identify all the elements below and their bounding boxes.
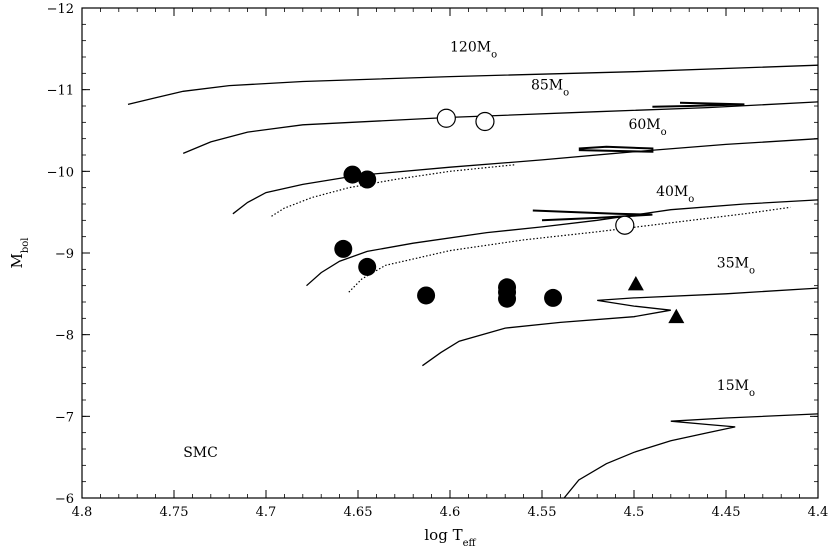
filled-circle-point [358, 257, 377, 276]
track-mass-label: 40Mo [656, 184, 694, 205]
y-tick-label: −11 [47, 84, 74, 99]
track-mass-label: 60Mo [628, 117, 666, 138]
track-mass-value: 60M [628, 117, 660, 133]
track-mass-subscript: o [688, 193, 694, 204]
track-mass-subscript: o [563, 87, 569, 98]
evolutionary-track-line [232, 138, 819, 215]
track-mass-subscript: o [749, 265, 755, 276]
evolutionary-track-line [127, 64, 819, 106]
track-mass-subscript: o [661, 126, 667, 137]
track-mass-subscript: o [749, 388, 755, 399]
track-mass-value: 35M [717, 256, 749, 272]
evolutionary-track-line [306, 199, 819, 287]
evolutionary-track-line [182, 101, 819, 154]
x-tick-label: 4.45 [712, 505, 741, 520]
filled-circle-point [544, 288, 563, 307]
filled-circle-point [417, 286, 436, 305]
x-tick-label: 4.55 [528, 505, 557, 520]
y-axis-ticks: −12 −11 −10 −9 −8 −7 −6 [47, 2, 818, 507]
evolutionary-track-line [563, 413, 819, 499]
track-mass-value: 85M [531, 78, 563, 94]
evolutionary-track-line [422, 287, 819, 367]
x-axis-ticks: 4.8 4.75 4.7 4.65 4.6 4.55 4.5 4.45 4.4 [72, 8, 829, 520]
y-tick-label: −10 [47, 165, 74, 180]
y-tick-label: −12 [47, 2, 74, 17]
x-tick-label: 4.75 [160, 505, 189, 520]
filled-triangle-point [668, 308, 685, 324]
galaxy-annotation: SMC [183, 445, 218, 461]
y-tick-label: −8 [55, 329, 74, 344]
dotted-track-line [271, 164, 515, 217]
track-mass-value: 40M [656, 184, 688, 200]
y-tick-label: −6 [55, 492, 74, 507]
filled-circle-point [343, 165, 362, 184]
y-tick-label: −7 [55, 410, 74, 425]
filled-circle-point [358, 170, 377, 189]
track-mass-label: 120Mo [450, 39, 497, 60]
dotted-track-line [348, 206, 791, 293]
x-tick-label: 4.8 [72, 505, 93, 520]
track-mass-label: 35Mo [717, 256, 755, 277]
filled-circle-point [334, 239, 353, 258]
track-mass-label: 15Mo [717, 378, 755, 399]
x-tick-label: 4.4 [808, 505, 829, 520]
track-mass-subscript: o [491, 49, 497, 60]
evolutionary-tracks [127, 64, 819, 499]
evolutionary-track-loop [532, 209, 653, 222]
filled-triangle-point [627, 276, 644, 291]
track-mass-label: 85Mo [531, 78, 569, 99]
data-points [334, 108, 685, 324]
open-circle-point [436, 108, 456, 128]
open-circle-point [615, 215, 635, 235]
track-mass-value: 15M [717, 378, 749, 394]
track-mass-value: 120M [450, 39, 491, 55]
y-tick-label: −9 [55, 247, 74, 262]
x-axis-title: log Teff [424, 526, 476, 549]
y-axis-title: Mbol [8, 238, 31, 269]
x-tick-label: 4.65 [344, 505, 373, 520]
x-tick-label: 4.5 [624, 505, 645, 520]
x-tick-label: 4.7 [256, 505, 277, 520]
evolutionary-track-loop [578, 145, 654, 153]
x-tick-label: 4.6 [440, 505, 461, 520]
filled-circle-point [498, 278, 517, 297]
evolutionary-track-loop [652, 101, 745, 108]
open-circle-point [475, 111, 495, 132]
